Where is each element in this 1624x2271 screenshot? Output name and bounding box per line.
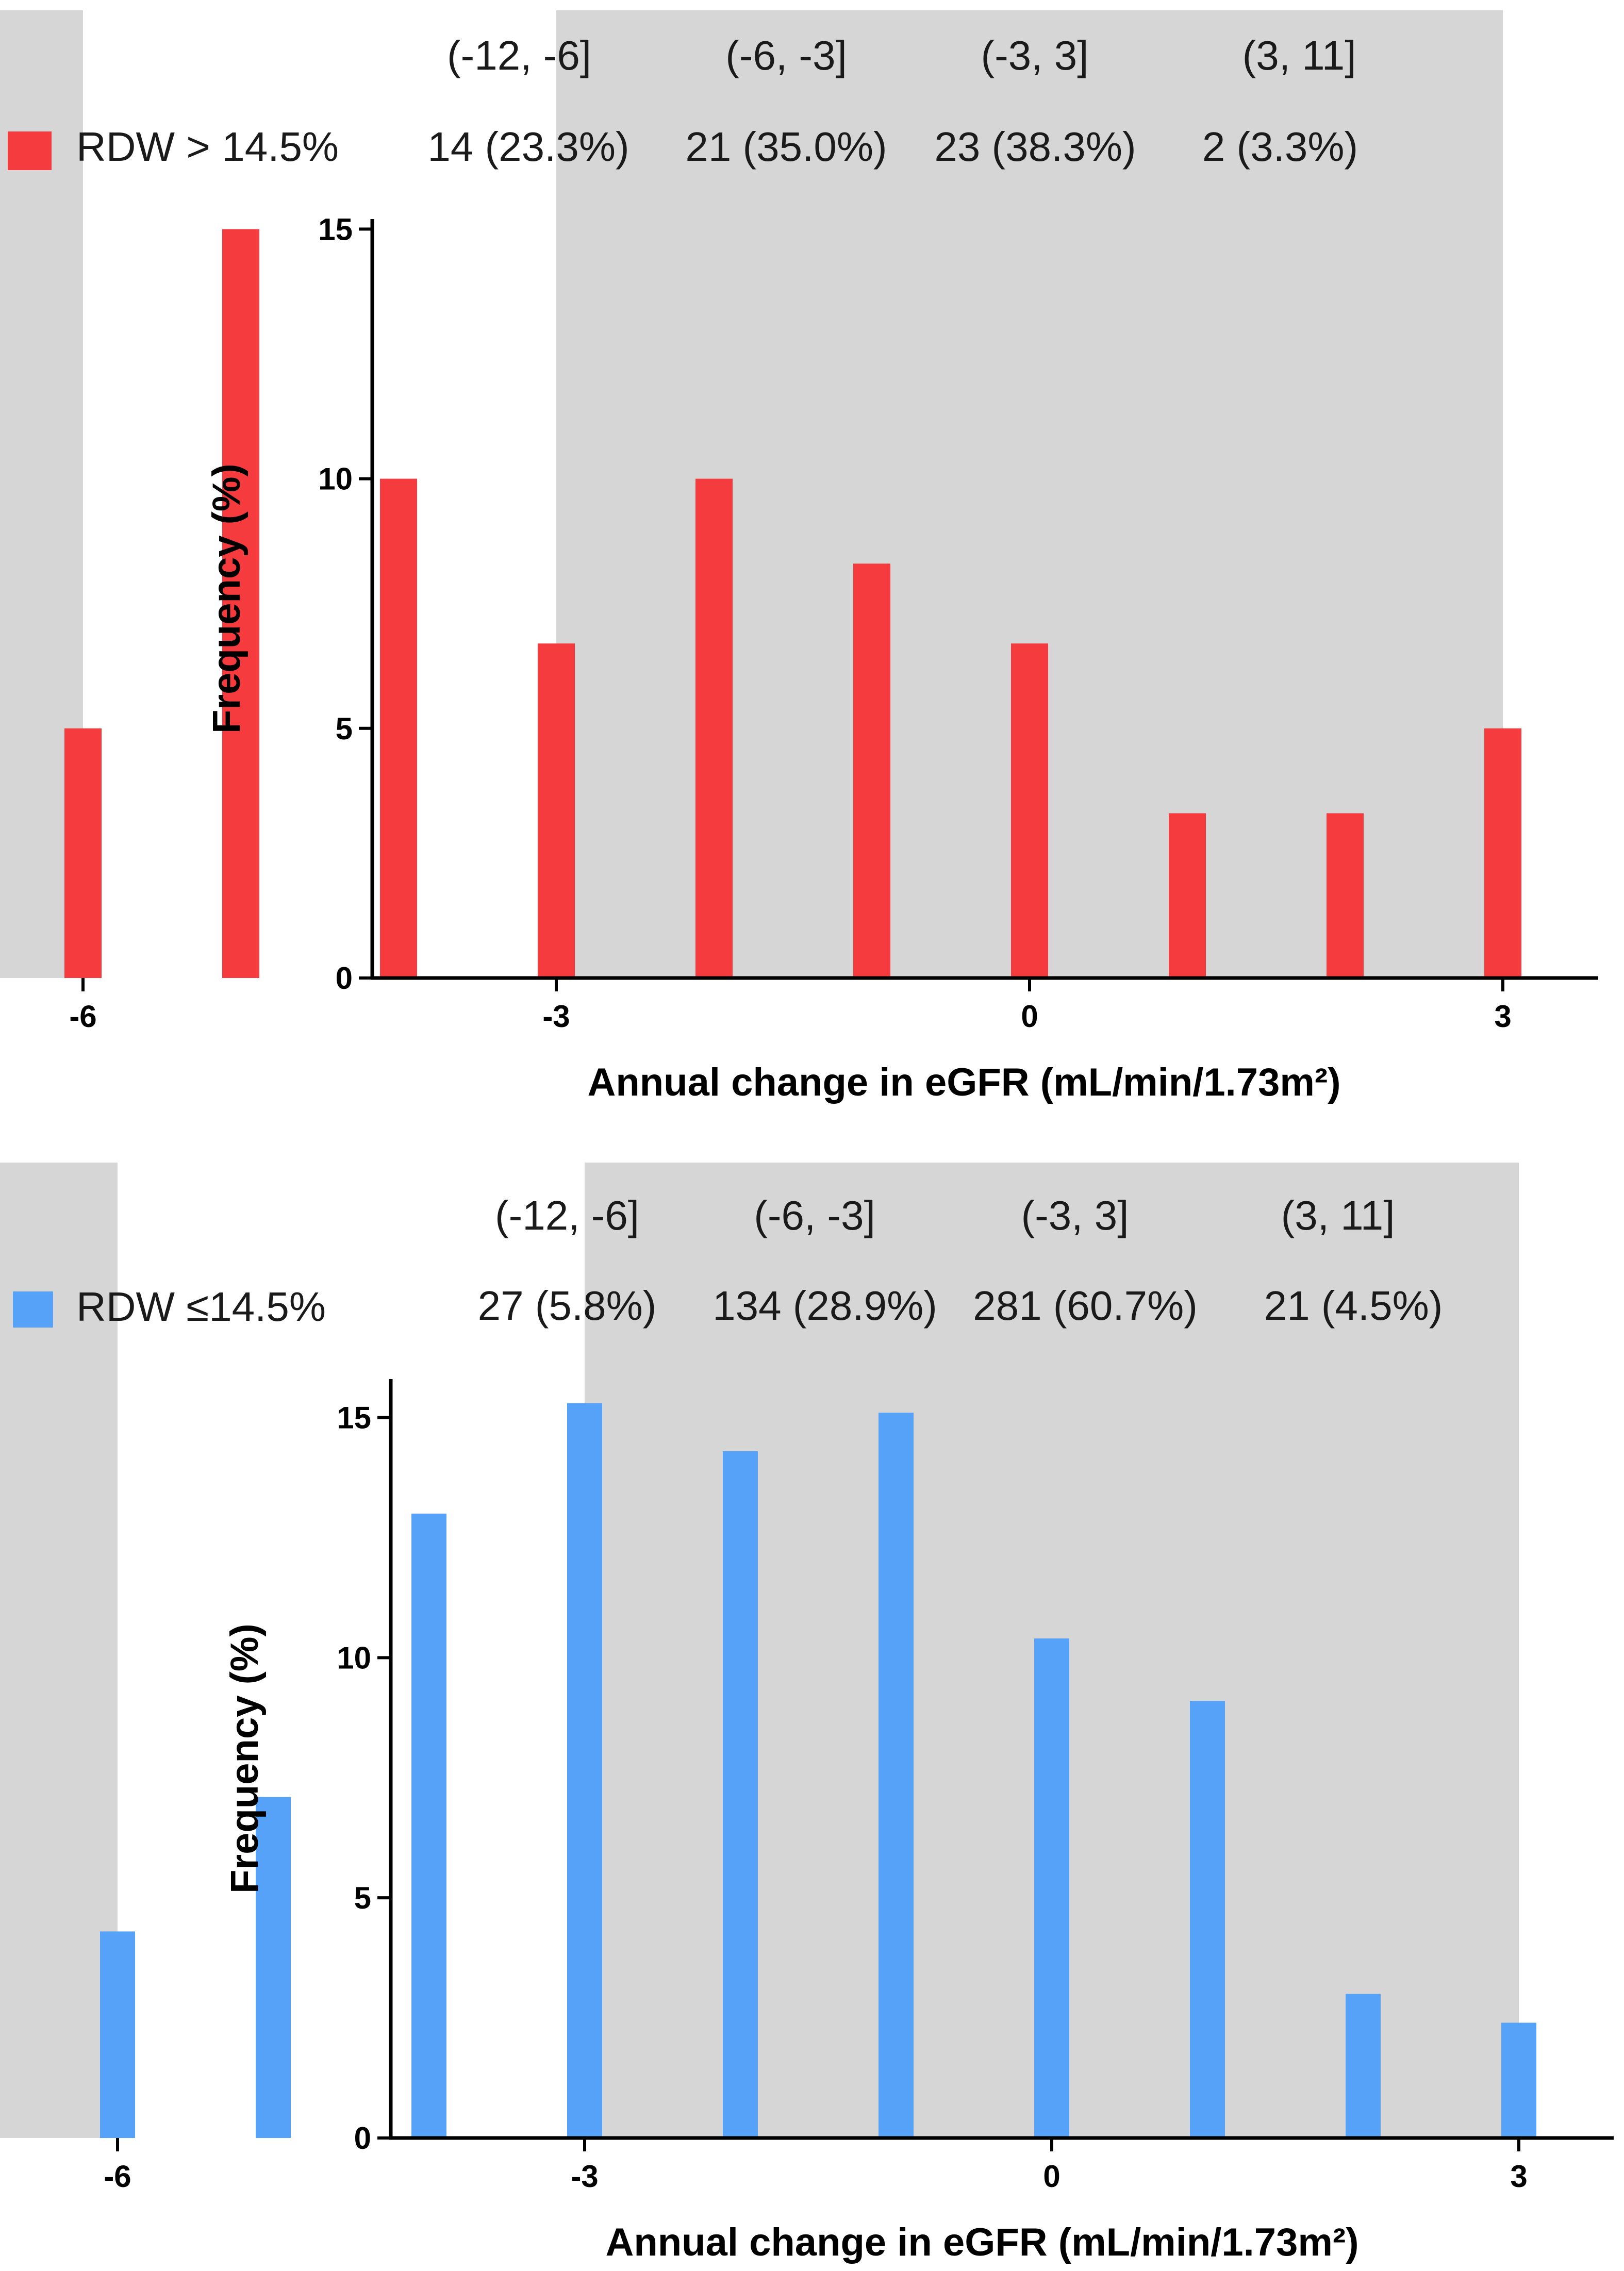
x-tick-label: 0 [1021, 999, 1038, 1034]
x-tick-label: 0 [1043, 2159, 1060, 2194]
band-range-label: (-3, 3] [1021, 1192, 1129, 1238]
x-tick-label: 3 [1494, 999, 1511, 1034]
band-range-label: (-6, -3] [754, 1192, 875, 1238]
y-axis-title: Frequency (%) [223, 1623, 267, 1894]
bar [695, 478, 733, 978]
band-range-label: (-12, -6] [495, 1192, 639, 1238]
bar [1011, 643, 1048, 978]
bar [1034, 1638, 1069, 2138]
x-tick-label: -3 [542, 999, 570, 1034]
bar [1346, 1994, 1381, 2138]
bar [1327, 813, 1364, 978]
bar [1169, 813, 1206, 978]
band-count-label: 23 (38.3%) [934, 124, 1136, 170]
bar [64, 728, 102, 978]
bar [1484, 728, 1521, 978]
band-count-label: 27 (5.8%) [478, 1283, 657, 1329]
bar [879, 1413, 914, 2138]
x-tick-label: -6 [104, 2159, 131, 2194]
y-tick-label: 0 [354, 2121, 371, 2156]
x-tick-label: -3 [571, 2159, 598, 2194]
bar [1501, 2023, 1536, 2138]
legend-label: RDW > 14.5% [76, 124, 339, 170]
bar [538, 643, 575, 978]
band-count-label: 2 (3.3%) [1202, 124, 1358, 170]
bar [100, 1931, 135, 2138]
band-range-label: (-6, -3] [725, 32, 847, 78]
band-count-label: 14 (23.3%) [427, 124, 629, 170]
x-tick-label: -6 [69, 999, 96, 1034]
panel-top: (-12, -6] 14 (23.3%) (-6, -3] 21 (35.0%) (-3… [0, 10, 1598, 1104]
bar [853, 563, 890, 978]
y-tick-label: 15 [318, 212, 353, 246]
bar [222, 229, 259, 978]
band-count-label: 21 (35.0%) [685, 124, 887, 170]
y-tick-label: 10 [318, 462, 353, 496]
band-range-label: (-3, 3] [981, 32, 1089, 78]
legend-label: RDW ≤14.5% [76, 1284, 326, 1330]
bar [567, 1403, 602, 2138]
legend-swatch [8, 131, 52, 170]
x-axis-title: Annual change in eGFR (mL/min/1.73m²) [605, 2220, 1358, 2264]
y-axis-title: Frequency (%) [205, 463, 248, 734]
x-axis-title: Annual change in eGFR (mL/min/1.73m²) [587, 1060, 1340, 1104]
band-count-label: 21 (4.5%) [1264, 1283, 1443, 1329]
bar [411, 1513, 446, 2138]
y-tick-label: 5 [354, 1881, 371, 1915]
y-tick-label: 15 [337, 1401, 371, 1435]
band-range-label: (3, 11] [1242, 32, 1356, 78]
y-tick-label: 5 [336, 711, 353, 746]
band-range-label: (-12, -6] [447, 32, 591, 78]
band-count-label: 281 (60.7%) [973, 1283, 1198, 1329]
bar [1190, 1701, 1225, 2138]
y-tick-label: 0 [336, 961, 353, 996]
band-range-label: (3, 11] [1281, 1192, 1395, 1238]
x-tick-label: 3 [1510, 2159, 1527, 2194]
bar [723, 1451, 758, 2138]
panel-bottom: (-12, -6] 27 (5.8%) (-6, -3] 134 (28.9%) (-3… [0, 1163, 1614, 2264]
bar [380, 478, 417, 978]
legend-swatch [13, 1291, 53, 1328]
bar [256, 1797, 291, 2138]
band-count-label: 134 (28.9%) [712, 1283, 937, 1329]
y-tick-label: 10 [337, 1640, 371, 1675]
